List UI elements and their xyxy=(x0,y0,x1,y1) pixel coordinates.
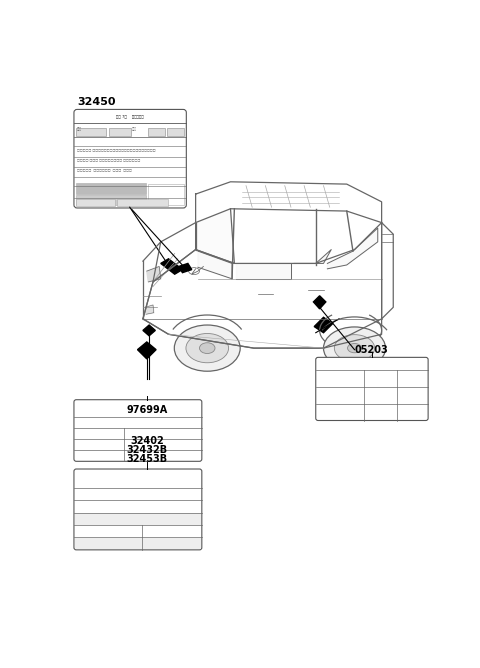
Bar xyxy=(75,538,201,550)
Text: □□□□□  □□□□□□  □□□  □□□: □□□□□ □□□□□□ □□□ □□□ xyxy=(77,168,132,172)
Text: □□□□□ □□□□□□□□□□□□□□□□□□□□□□: □□□□□ □□□□□□□□□□□□□□□□□□□□□□ xyxy=(77,148,156,152)
Text: 32402: 32402 xyxy=(130,436,164,446)
Polygon shape xyxy=(145,305,154,314)
Bar xyxy=(148,184,184,205)
Bar xyxy=(76,183,146,194)
Polygon shape xyxy=(179,263,192,273)
Polygon shape xyxy=(137,342,156,359)
Text: 앞바퀴: 앞바퀴 xyxy=(77,128,82,132)
Polygon shape xyxy=(196,208,234,263)
Ellipse shape xyxy=(335,335,375,361)
Polygon shape xyxy=(161,259,182,274)
Bar xyxy=(76,199,115,206)
Bar xyxy=(167,128,184,136)
FancyBboxPatch shape xyxy=(74,399,202,462)
Text: 32450: 32450 xyxy=(77,97,116,107)
Polygon shape xyxy=(143,325,156,336)
FancyBboxPatch shape xyxy=(316,357,428,420)
Text: 05203: 05203 xyxy=(355,345,388,355)
Ellipse shape xyxy=(189,268,200,275)
Polygon shape xyxy=(198,251,232,279)
Bar xyxy=(76,128,106,136)
Bar xyxy=(117,199,168,206)
Polygon shape xyxy=(327,228,378,269)
Ellipse shape xyxy=(324,327,385,369)
Polygon shape xyxy=(313,296,326,309)
Text: 97699A: 97699A xyxy=(126,405,168,415)
Ellipse shape xyxy=(186,333,228,363)
Text: 맞춤 7단    타이어압력: 맞춤 7단 타이어압력 xyxy=(116,114,144,118)
Text: □□□□ □□□ □□□□□□□□ □□□□□□: □□□□ □□□ □□□□□□□□ □□□□□□ xyxy=(77,158,141,162)
Ellipse shape xyxy=(174,325,240,371)
FancyBboxPatch shape xyxy=(74,110,186,208)
Ellipse shape xyxy=(200,343,215,353)
Text: 32432B: 32432B xyxy=(126,445,168,455)
Bar xyxy=(147,128,165,136)
Bar xyxy=(109,128,131,136)
Bar xyxy=(75,513,201,524)
Text: 32453B: 32453B xyxy=(126,454,168,464)
Text: 뒷바퀴: 뒷바퀴 xyxy=(132,128,137,132)
FancyBboxPatch shape xyxy=(74,469,202,550)
Polygon shape xyxy=(294,250,331,263)
Polygon shape xyxy=(147,267,161,282)
Ellipse shape xyxy=(348,343,361,353)
Polygon shape xyxy=(236,263,291,279)
Bar xyxy=(76,195,146,205)
Polygon shape xyxy=(314,317,333,333)
